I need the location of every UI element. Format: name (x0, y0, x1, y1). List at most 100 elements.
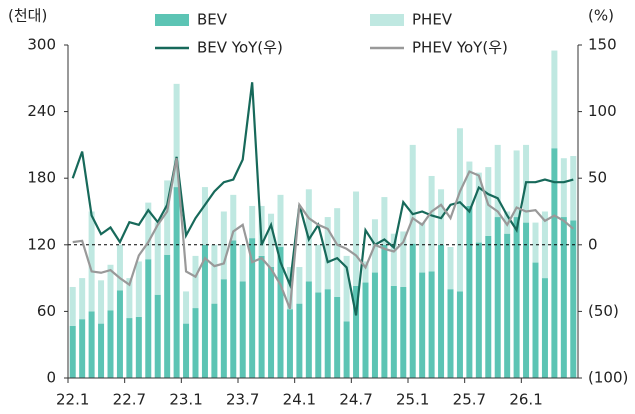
bar (98, 280, 105, 324)
bar (456, 128, 463, 292)
bar (447, 289, 454, 378)
bar (343, 321, 350, 378)
y2-tick-label: (100) (588, 369, 628, 387)
bar (362, 261, 369, 283)
bar (296, 303, 303, 378)
bar (230, 194, 237, 241)
y2-tick-label: 150 (588, 36, 617, 54)
bar (400, 286, 407, 378)
legend-label: PHEV YoY(우) (412, 39, 508, 57)
bar (551, 148, 558, 378)
bar (532, 222, 539, 263)
bar (570, 156, 577, 221)
bar (494, 144, 501, 218)
bar (315, 244, 322, 293)
bar (145, 259, 152, 378)
bar (334, 208, 341, 297)
y-tick-label: 120 (27, 235, 56, 253)
x-tick-label: 23.7 (226, 391, 259, 409)
bar (334, 296, 341, 378)
bar (390, 285, 397, 378)
y2-tick-label: (50) (588, 302, 619, 320)
bar (277, 247, 284, 378)
bar (286, 267, 293, 310)
bar (475, 172, 482, 243)
legend-label: PHEV (412, 11, 453, 29)
bar (541, 278, 548, 378)
bar (145, 202, 152, 260)
y-tick-label: 240 (27, 102, 56, 120)
y-tick-label: 0 (46, 369, 56, 387)
bar (305, 281, 312, 378)
bar (135, 261, 142, 317)
bar (211, 244, 218, 304)
x-tick-label: 25.1 (396, 391, 429, 409)
bar (192, 308, 199, 378)
bar (268, 213, 275, 267)
bar (201, 244, 208, 378)
x-tick-label: 22.7 (113, 391, 146, 409)
bar (79, 278, 86, 320)
bar (560, 217, 567, 378)
bar (107, 264, 114, 311)
bar (230, 240, 237, 378)
x-tick-label: 22.1 (56, 391, 89, 409)
legend-label: BEV YoY(우) (197, 39, 283, 57)
bar (135, 316, 142, 378)
bar (551, 50, 558, 149)
bar (277, 194, 284, 248)
bar (192, 255, 199, 309)
bar (173, 83, 180, 188)
bar (220, 211, 227, 280)
bar (475, 242, 482, 378)
bar (513, 150, 520, 218)
bar (211, 303, 218, 378)
bar (390, 233, 397, 286)
bar (183, 323, 190, 378)
bar (428, 175, 435, 272)
bar (154, 294, 161, 378)
bar (400, 231, 407, 287)
y2-tick-label: 0 (588, 235, 598, 253)
bar (353, 191, 360, 286)
x-tick-label: 26.1 (509, 391, 542, 409)
bar (239, 281, 246, 378)
bar (296, 267, 303, 304)
bar (201, 187, 208, 245)
x-tick-label: 24.7 (339, 391, 372, 409)
bar (504, 233, 511, 378)
bar (315, 292, 322, 378)
bar (183, 291, 190, 324)
bar (258, 255, 265, 378)
bar (409, 144, 416, 244)
bar (466, 205, 473, 378)
bar (249, 238, 256, 378)
bar (164, 180, 171, 255)
line (72, 158, 574, 310)
bar (570, 220, 577, 378)
legend-swatch (155, 14, 189, 26)
legend-label: BEV (197, 11, 228, 29)
bar (249, 205, 256, 239)
bar (173, 187, 180, 378)
bar (456, 291, 463, 378)
x-tick-label: 23.1 (169, 391, 202, 409)
bar (485, 235, 492, 378)
bar (513, 217, 520, 378)
bar (116, 244, 123, 291)
bar (107, 310, 114, 378)
bar (466, 161, 473, 206)
bar (428, 271, 435, 378)
bar (438, 244, 445, 378)
bar (409, 243, 416, 378)
y-axis-label: (천대) (8, 7, 47, 25)
line (71, 82, 574, 316)
x-tick-label: 24.1 (283, 391, 316, 409)
bar (381, 197, 388, 245)
bar (343, 255, 350, 322)
y2-tick-label: 100 (588, 102, 617, 120)
bar (381, 244, 388, 378)
bar (164, 254, 171, 378)
bar (126, 318, 133, 378)
